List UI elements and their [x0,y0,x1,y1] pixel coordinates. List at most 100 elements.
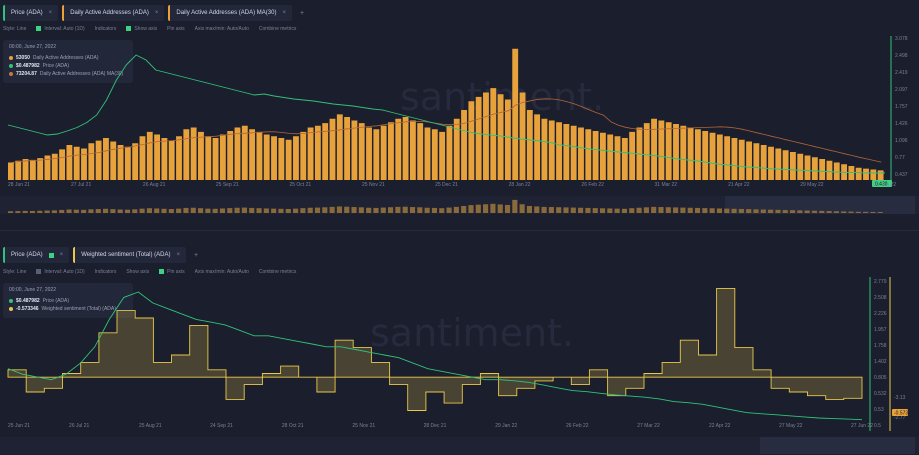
bar [731,138,738,180]
minimap-bar [519,204,525,213]
minimap-2[interactable] [0,437,919,454]
y-tick-label: 2.508 [874,295,887,301]
show-axis-toggle[interactable]: Show axis [126,269,150,275]
bar [819,159,826,180]
minimap-bar [709,208,715,214]
minimap-bar [782,210,788,214]
bar [760,145,767,180]
bar [124,146,131,180]
add-metric-icon[interactable]: + [193,251,199,259]
show-axis-toggle[interactable]: Show axis [126,26,157,32]
indicators-button[interactable]: Indicators [94,269,117,275]
pin-axis-label: Pin axis [167,269,185,275]
tab-label: Price (ADA) [11,252,43,258]
bar [526,110,533,180]
bar [497,94,504,180]
minimap-selection[interactable] [725,196,915,214]
minimap-bar [73,209,79,213]
minimap-bar [534,206,540,213]
y-tick-label: 0.77 [895,155,905,161]
minimap-bar [322,207,328,213]
price-line [7,54,885,174]
minimap-bar [504,204,511,213]
bar [146,131,153,181]
minimap-bar [768,209,774,213]
legend-dot [9,56,13,60]
minimap-bar [651,206,657,214]
bar [110,141,117,180]
axis-max-min-select[interactable]: Axis max/min: Auto/Auto [194,269,249,275]
pin-axis-toggle[interactable]: Pin axis [167,26,185,32]
combine-metrics-button[interactable]: Combine metrics [258,269,297,275]
legend-value: $0.487982 [16,63,40,69]
bar [768,146,774,180]
minimap-bar [344,206,350,213]
interval-select[interactable]: Interval: Auto (1D) [36,26,85,32]
bar [534,114,541,181]
style-select[interactable]: Style: Line [3,26,27,32]
tab-weighted-sentiment[interactable]: Weighted sentiment (Total) (ADA) × [73,247,186,263]
indicators-button[interactable]: Indicators [94,26,117,32]
y-tick-label: 2.097 [895,87,908,93]
minimap-bar [146,208,152,213]
bar [804,155,811,180]
bar [190,127,197,180]
close-icon[interactable]: × [176,252,180,258]
bar [570,125,577,180]
close-icon[interactable]: × [154,10,159,16]
tab-price[interactable]: Price (ADA) × [3,247,70,263]
bar [417,123,424,181]
minimap-bar [190,207,196,213]
interval-select[interactable]: Interval: Auto (1D) [36,269,85,275]
minimap-bar [811,210,818,213]
tab-daily-active-addresses[interactable]: Daily Active Addresses (ADA) × [62,5,165,21]
current-price-label: 0.438 [875,182,888,188]
color-swatch-icon [48,252,54,258]
x-tick-label: 28 Dec 21 [424,423,447,429]
bar [694,129,701,180]
minimap-bar [746,209,752,213]
pin-axis-toggle[interactable]: Pin axis [159,269,185,275]
close-icon[interactable]: × [282,10,286,16]
bar [132,143,139,180]
legend-value: 73204.87 [16,71,37,77]
chart-canvas-2[interactable]: santiment. 2.779 2.508 2.226 1.957 1.758 1.40… [0,231,919,455]
x-tick-label: 25 Jun 21 [8,423,30,429]
tab-daa-ma30[interactable]: Daily Active Addresses (ADA) MA(30) × [168,5,292,21]
minimap-bar [431,207,437,214]
bar [504,99,511,180]
legend-value: $0.487982 [16,298,40,304]
close-icon[interactable]: × [48,10,53,16]
combine-metrics-button[interactable]: Combine metrics [258,26,297,32]
minimap-bar [702,208,708,213]
minimap-bar [212,208,218,213]
legend-row: $0.487982 Price (ADA) [9,63,127,69]
add-metric-icon[interactable]: + [299,9,305,17]
legend-label: Daily Active Addresses (ADA) MA(30) [39,71,124,77]
bar [621,138,628,180]
minimap-bar [8,211,14,213]
legend-row: 73204.87 Daily Active Addresses (ADA) MA(… [9,71,127,77]
bar [424,127,431,180]
bar [293,136,299,180]
chart-panel-2: Price (ADA) × Weighted sentiment (Total) … [0,230,919,455]
minimap-bar [219,208,226,213]
x-tick-label: 22 Apr 22 [709,423,731,429]
axis-max-min-select[interactable]: Axis max/min: Auto/Auto [194,26,249,32]
bar [314,125,321,180]
bar [219,134,226,180]
bar [599,132,606,180]
minimap-bar [336,206,342,213]
chart-canvas-1[interactable]: santiment. 3.0782.4982.4192.0971.7571.42… [0,0,919,218]
bar [519,92,526,180]
bar [256,131,263,181]
minimap-bar [51,210,57,214]
minimap-selection[interactable] [760,437,915,454]
minimap-bar [395,206,401,214]
style-select[interactable]: Style: Line [3,269,27,275]
y-tick-label: 1.957 [874,327,887,333]
tab-price[interactable]: Price (ADA) × [3,5,59,21]
y-tick-label: 0.805 [874,375,887,381]
legend-label: Daily Active Addresses (ADA) [32,55,99,61]
close-icon[interactable]: × [59,252,64,258]
